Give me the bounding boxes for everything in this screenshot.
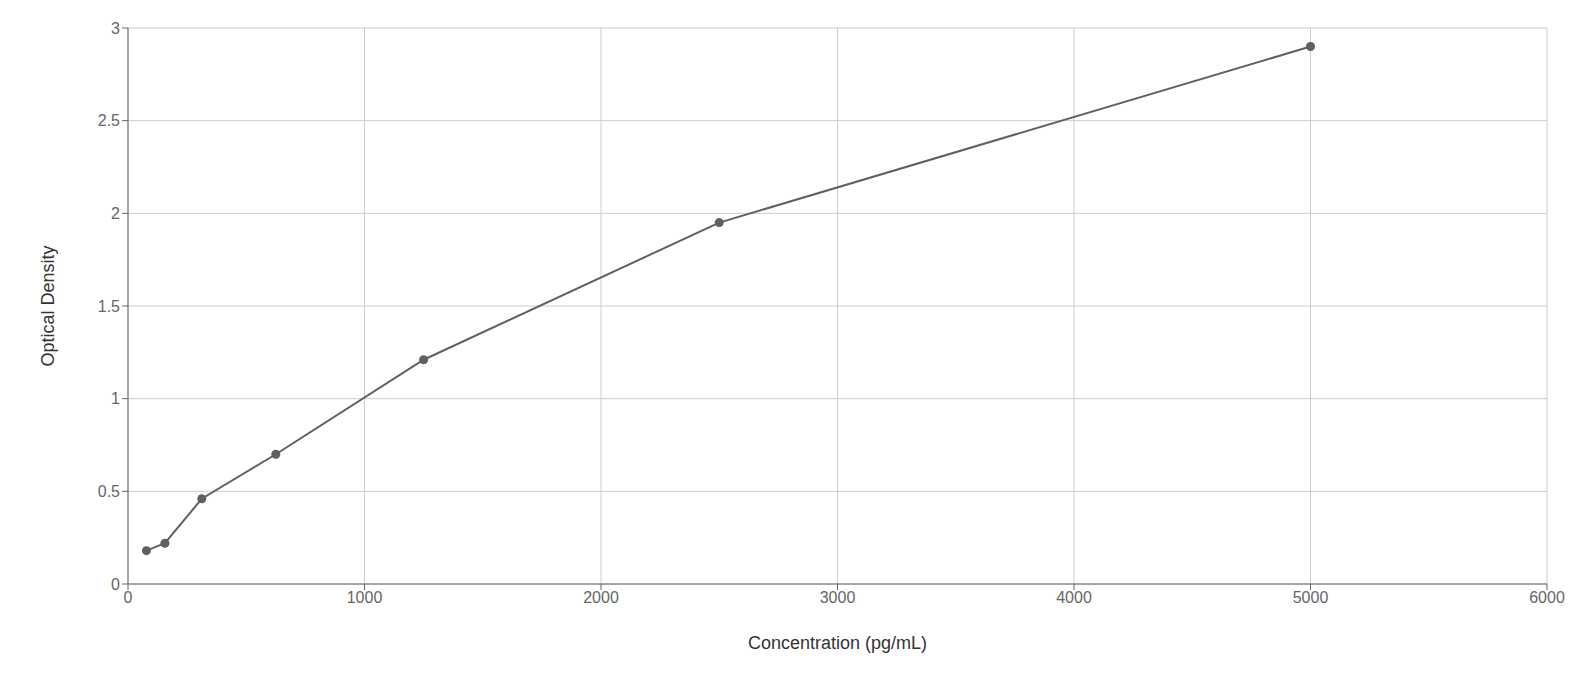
svg-text:3: 3 <box>111 20 120 37</box>
svg-text:6000: 6000 <box>1529 589 1565 606</box>
svg-text:Optical Density: Optical Density <box>38 245 58 366</box>
svg-text:2000: 2000 <box>583 589 619 606</box>
svg-text:2.5: 2.5 <box>98 112 120 129</box>
svg-text:5000: 5000 <box>1293 589 1329 606</box>
svg-text:1.5: 1.5 <box>98 298 120 315</box>
svg-text:1: 1 <box>111 390 120 407</box>
svg-text:0: 0 <box>111 576 120 593</box>
svg-text:3000: 3000 <box>820 589 856 606</box>
svg-text:0: 0 <box>124 589 133 606</box>
svg-text:4000: 4000 <box>1056 589 1092 606</box>
svg-text:0.5: 0.5 <box>98 483 120 500</box>
svg-text:1000: 1000 <box>347 589 383 606</box>
svg-text:2: 2 <box>111 205 120 222</box>
svg-text:Concentration (pg/mL): Concentration (pg/mL) <box>748 633 927 653</box>
